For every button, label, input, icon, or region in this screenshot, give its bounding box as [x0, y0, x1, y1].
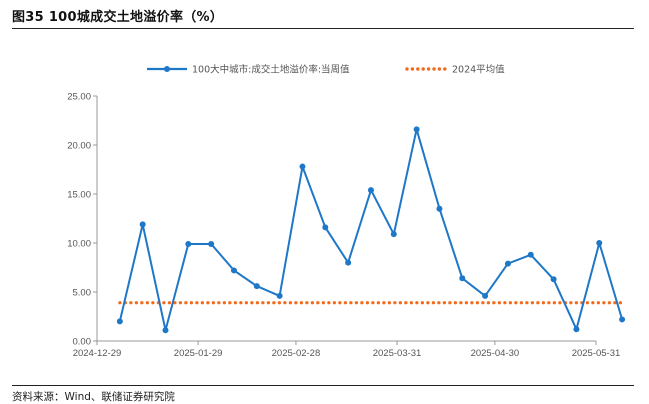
data-point: [299, 163, 306, 170]
data-point: [116, 318, 123, 325]
legend-marker-swatch: [164, 66, 170, 72]
x-tick-label: 2025-04-30: [471, 348, 520, 359]
data-point: [253, 283, 260, 290]
figure-title: 图35 100城成交土地溢价率（%）: [12, 10, 224, 25]
data-point: [504, 260, 511, 267]
data-point: [276, 292, 283, 299]
data-point: [527, 251, 534, 258]
x-tick-label: 2025-05-31: [572, 348, 621, 359]
data-point: [619, 316, 626, 323]
y-tick-label: 15.00: [67, 190, 91, 201]
legend-label-average: 2024平均值: [452, 64, 505, 76]
data-point: [596, 240, 603, 246]
y-tick-label: 20.00: [67, 141, 91, 152]
x-tick-label: 2025-02-28: [272, 348, 321, 359]
data-point: [208, 240, 215, 247]
data-point: [482, 292, 489, 299]
legend-dot-swatch: [443, 67, 447, 71]
chart-marks: [116, 126, 626, 334]
source-note: 资料来源：Wind、联储证券研究院: [12, 391, 175, 403]
legend-dot-swatch: [421, 67, 425, 71]
legend-label-weekly: 100大中城市:成交土地溢价率:当周值: [192, 64, 350, 76]
data-point: [573, 326, 580, 333]
weekly-premium-line: [118, 128, 624, 332]
data-point: [436, 205, 443, 212]
data-point: [550, 276, 557, 283]
data-point: [185, 240, 192, 247]
x-tick-label: 2025-01-29: [174, 348, 223, 359]
legend-dot-swatch: [405, 67, 409, 71]
legend: 100大中城市:成交土地溢价率:当周值 2024平均值: [147, 64, 505, 76]
legend-dot-swatch: [426, 67, 431, 71]
data-point: [390, 231, 397, 238]
x-tick-label: 2024-12-29: [73, 348, 122, 359]
data-point: [139, 221, 146, 228]
data-point: [413, 126, 420, 133]
legend-dot-swatch: [432, 67, 436, 71]
data-point: [322, 224, 329, 231]
data-point: [367, 187, 374, 194]
axes: 0.00 5.00 10.00 15.00 20.00 25.00 2024-12-29 20…: [67, 92, 620, 360]
y-tick-label: 5.00: [73, 288, 92, 299]
title-divider: [12, 28, 634, 29]
legend-dot-swatch: [437, 67, 442, 71]
data-point: [230, 267, 237, 274]
legend-dot-swatch: [410, 67, 415, 71]
y-tick-label: 25.00: [67, 92, 91, 103]
y-tick-label: 10.00: [67, 239, 91, 250]
data-point: [345, 259, 352, 266]
source-divider: [12, 385, 634, 386]
x-tick-label: 2025-03-31: [373, 348, 422, 359]
data-point: [459, 275, 466, 282]
legend-dot-swatch: [416, 67, 420, 71]
data-point: [162, 327, 169, 334]
y-tick-label: 0.00: [73, 337, 92, 348]
